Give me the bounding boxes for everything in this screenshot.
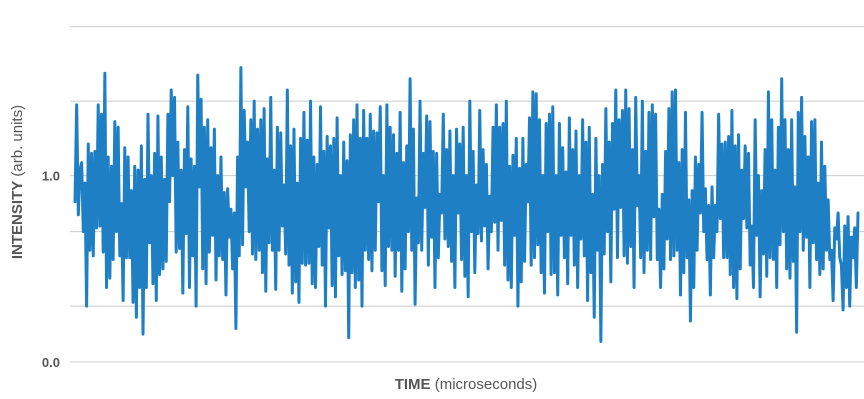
x-axis-title: TIME (microseconds) — [395, 376, 538, 393]
y-axis-title: INTENSITY (arb. units) — [9, 105, 26, 259]
x-axis-title-unit: (microseconds) — [435, 376, 538, 393]
y-tick-labels: 0.0 1.0 — [42, 169, 60, 370]
y-axis-title-main: INTENSITY — [9, 181, 26, 259]
x-axis-title-main: TIME — [395, 376, 431, 393]
y-axis-title-unit: (arb. units) — [9, 105, 26, 177]
y-tick-label-0: 0.0 — [42, 355, 60, 370]
y-tick-label-1: 1.0 — [42, 169, 60, 184]
series-line — [73, 66, 860, 344]
